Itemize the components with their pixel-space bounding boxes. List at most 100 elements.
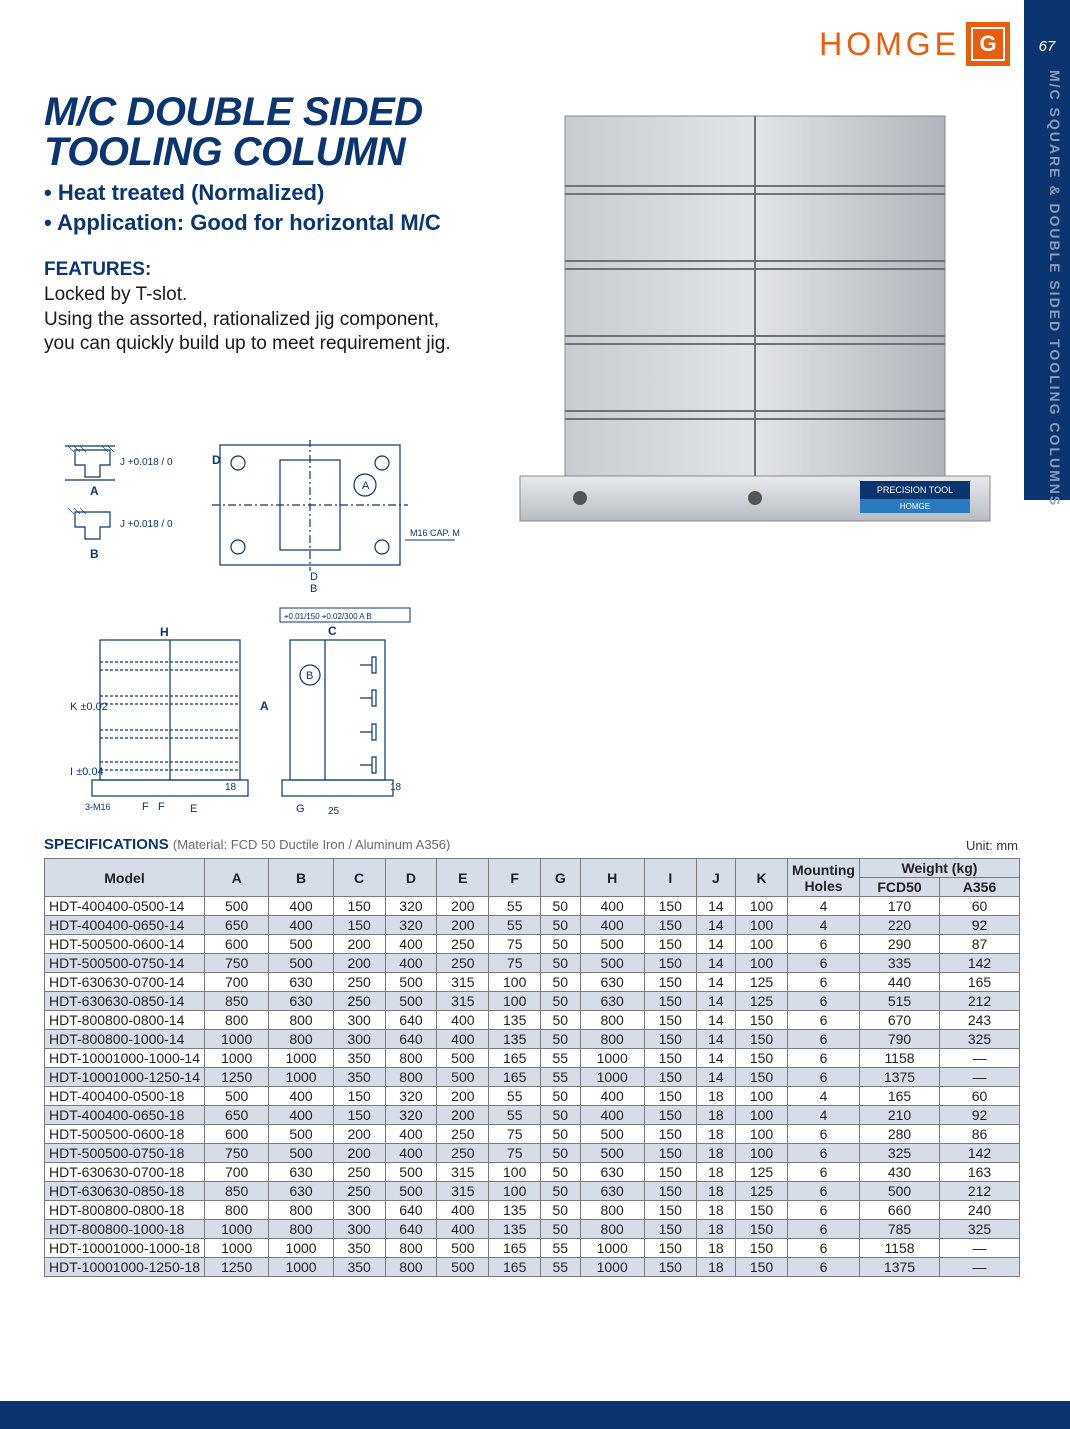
th-A: A <box>205 859 269 897</box>
table-cell: 500 <box>385 1182 437 1201</box>
table-cell: HDT-630630-0850-14 <box>45 992 205 1011</box>
table-cell: 150 <box>644 1106 696 1125</box>
engineering-diagram: J +0.018 / 0 A J +0.018 / 0 B A D D B M1… <box>60 440 460 820</box>
table-cell: 150 <box>736 1220 788 1239</box>
th-D: D <box>385 859 437 897</box>
table-cell: 500 <box>580 954 644 973</box>
svg-text:J +0.018 / 0: J +0.018 / 0 <box>120 519 173 530</box>
table-cell: — <box>940 1239 1020 1258</box>
table-cell: 150 <box>644 1011 696 1030</box>
table-cell: 100 <box>736 897 788 916</box>
table-cell: 150 <box>644 954 696 973</box>
svg-text:B: B <box>310 583 317 595</box>
table-cell: 50 <box>541 1030 580 1049</box>
table-cell: 250 <box>333 973 385 992</box>
table-cell: 400 <box>437 1220 489 1239</box>
table-cell: HDT-800800-1000-18 <box>45 1220 205 1239</box>
table-cell: 50 <box>541 897 580 916</box>
spec-material: (Material: FCD 50 Ductile Iron / Aluminu… <box>173 837 450 852</box>
svg-text:B: B <box>90 547 99 561</box>
table-cell: 165 <box>940 973 1020 992</box>
table-cell: 6 <box>788 1030 860 1049</box>
table-cell: HDT-400400-0650-14 <box>45 916 205 935</box>
table-cell: 92 <box>940 1106 1020 1125</box>
table-cell: 800 <box>385 1068 437 1087</box>
title-line2: TOOLING COLUMN <box>44 130 405 174</box>
table-cell: 630 <box>269 992 333 1011</box>
table-cell: HDT-10001000-1000-18 <box>45 1239 205 1258</box>
table-cell: 500 <box>860 1182 940 1201</box>
svg-text:A: A <box>260 699 269 713</box>
table-cell: 6 <box>788 1011 860 1030</box>
table-cell: 700 <box>205 1163 269 1182</box>
svg-text:⌖0.01/150 ⌖0.02/300 A B: ⌖0.01/150 ⌖0.02/300 A B <box>284 612 372 621</box>
th-J: J <box>696 859 735 897</box>
table-cell: 1250 <box>205 1258 269 1277</box>
table-cell: 400 <box>437 1201 489 1220</box>
table-cell: 100 <box>489 1182 541 1201</box>
table-cell: 750 <box>205 1144 269 1163</box>
side-title: M/C SQUARE & DOUBLE SIDED TOOLING COLUMN… <box>1047 70 1063 507</box>
table-row: HDT-800800-1000-141000800300640400135508… <box>45 1030 1020 1049</box>
svg-text:A: A <box>90 484 99 498</box>
table-cell: 14 <box>696 973 735 992</box>
table-cell: 1000 <box>269 1049 333 1068</box>
svg-text:E: E <box>190 803 197 815</box>
table-cell: 6 <box>788 1049 860 1068</box>
table-cell: 320 <box>385 1106 437 1125</box>
th-K: K <box>736 859 788 897</box>
table-cell: 6 <box>788 1220 860 1239</box>
table-cell: 320 <box>385 916 437 935</box>
table-cell: 400 <box>269 897 333 916</box>
table-cell: 150 <box>644 1239 696 1258</box>
table-cell: 500 <box>205 897 269 916</box>
table-cell: HDT-500500-0600-18 <box>45 1125 205 1144</box>
table-row: HDT-630630-0700-147006302505003151005063… <box>45 973 1020 992</box>
spec-heading: SPECIFICATIONS (Material: FCD 50 Ductile… <box>44 836 450 853</box>
table-row: HDT-400400-0650-146504001503202005550400… <box>45 916 1020 935</box>
table-cell: 150 <box>644 1220 696 1239</box>
table-cell: 1000 <box>269 1068 333 1087</box>
table-cell: 6 <box>788 1201 860 1220</box>
table-cell: 350 <box>333 1049 385 1068</box>
table-cell: 75 <box>489 1125 541 1144</box>
table-cell: 100 <box>736 1144 788 1163</box>
table-cell: 6 <box>788 1258 860 1277</box>
th-E: E <box>437 859 489 897</box>
table-cell: HDT-800800-1000-14 <box>45 1030 205 1049</box>
table-cell: 150 <box>736 1239 788 1258</box>
table-cell: 150 <box>644 1258 696 1277</box>
table-cell: 18 <box>696 1239 735 1258</box>
table-cell: 1000 <box>580 1049 644 1068</box>
table-cell: HDT-630630-0850-18 <box>45 1182 205 1201</box>
table-cell: 500 <box>269 1144 333 1163</box>
table-cell: 50 <box>541 1201 580 1220</box>
table-cell: 100 <box>489 992 541 1011</box>
svg-text:18: 18 <box>390 782 402 793</box>
table-cell: 500 <box>437 1049 489 1068</box>
table-cell: 400 <box>269 1087 333 1106</box>
table-row: HDT-10001000-1000-1410001000350800500165… <box>45 1049 1020 1068</box>
svg-text:A: A <box>362 480 370 492</box>
table-cell: 50 <box>541 1182 580 1201</box>
table-cell: 4 <box>788 1106 860 1125</box>
table-cell: 165 <box>489 1239 541 1258</box>
table-cell: 315 <box>437 1163 489 1182</box>
table-cell: 60 <box>940 1087 1020 1106</box>
th-F: F <box>489 859 541 897</box>
table-cell: 400 <box>437 1011 489 1030</box>
th-a356: A356 <box>940 878 1020 897</box>
table-cell: 700 <box>205 973 269 992</box>
th-C: C <box>333 859 385 897</box>
brand-logo-mark: G <box>971 27 1004 61</box>
table-cell: 6 <box>788 1125 860 1144</box>
table-cell: 290 <box>860 935 940 954</box>
table-cell: 500 <box>269 935 333 954</box>
table-cell: 55 <box>489 916 541 935</box>
table-cell: 6 <box>788 1144 860 1163</box>
table-cell: 18 <box>696 1087 735 1106</box>
svg-text:F: F <box>142 801 149 813</box>
table-cell: 150 <box>644 1068 696 1087</box>
table-row: HDT-630630-0850-188506302505003151005063… <box>45 1182 1020 1201</box>
table-row: HDT-400400-0500-185004001503202005550400… <box>45 1087 1020 1106</box>
